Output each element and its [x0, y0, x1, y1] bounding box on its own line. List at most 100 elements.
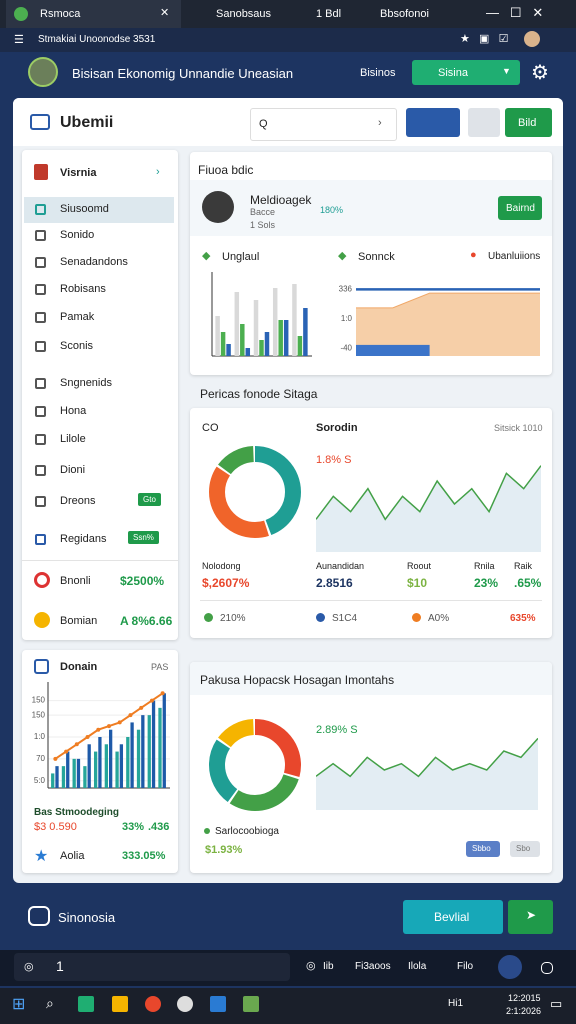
chart-tab[interactable]: Sonnck: [358, 251, 395, 263]
nav-item[interactable]: Lilole: [60, 433, 86, 445]
chevron: ›: [156, 166, 160, 178]
next-button[interactable]: [508, 900, 553, 934]
profile-avatar[interactable]: [524, 31, 540, 47]
nav-item[interactable]: Regidans: [60, 533, 107, 545]
nav-item[interactable]: Siusoomd: [60, 203, 109, 215]
trend-point: [160, 691, 165, 696]
nav-icon: [35, 406, 46, 417]
nav-icon: [35, 434, 46, 445]
tab[interactable]: Rsmoca: [40, 8, 81, 20]
donut-segment: [209, 446, 301, 538]
donut-chart: [209, 446, 301, 538]
status-item[interactable]: Filo: [457, 961, 474, 972]
y-tick-label: 1:0: [341, 314, 353, 323]
stat-label: Bnonli: [60, 575, 91, 587]
bar: [259, 340, 264, 356]
nav-item[interactable]: Sconis: [60, 340, 94, 352]
value: $1.93%: [205, 844, 243, 856]
profile-row: [190, 180, 552, 236]
app-icon[interactable]: [78, 996, 94, 1012]
chevron: ▼: [502, 66, 511, 76]
status-button[interactable]: [541, 962, 553, 974]
nav-item[interactable]: Dioni: [60, 464, 86, 476]
dropdown-label: Sisina: [438, 67, 468, 79]
close-icon[interactable]: ✕: [160, 7, 170, 19]
bar: [130, 722, 134, 788]
nav-item[interactable]: Hona: [60, 405, 87, 417]
stat-label: Nolodong: [202, 561, 241, 571]
notifications[interactable]: ▭: [550, 996, 563, 1011]
tab[interactable]: 1 Bdl: [316, 8, 342, 20]
donut-segment: [209, 446, 301, 538]
button[interactable]: [403, 900, 503, 934]
card-label: CO: [202, 422, 219, 434]
footer-label: Aolia: [60, 850, 85, 862]
chip-button[interactable]: [510, 841, 540, 857]
search-arrow: ›: [378, 117, 382, 129]
nav-item[interactable]: Sngnenids: [60, 377, 112, 389]
nav-icon: [35, 378, 46, 389]
divider: [200, 600, 542, 601]
stat-value: $,2607%: [202, 576, 250, 590]
bar: [283, 320, 289, 356]
toolbar-icons[interactable]: ★ ▣ ☑: [460, 33, 509, 45]
chart-tab[interactable]: Ubanluiions: [488, 251, 541, 262]
settings-icon[interactable]: ⚙: [531, 62, 549, 84]
section-title: Pericas fonode Sitaga: [200, 387, 318, 401]
nav-item[interactable]: Sonido: [60, 229, 95, 241]
y-tick-label: 1:0: [34, 732, 46, 741]
bar: [215, 316, 220, 356]
address[interactable]: Stmakiai Unoonodse 3531: [38, 34, 156, 45]
chart-tab[interactable]: Unglaul: [222, 251, 260, 263]
button[interactable]: [505, 108, 552, 137]
app-icon[interactable]: [243, 996, 259, 1012]
status-button[interactable]: [498, 955, 522, 979]
stat-label: Aunandidan: [316, 561, 365, 571]
search-box[interactable]: [250, 108, 397, 141]
dropdown[interactable]: [412, 60, 520, 85]
nav-item[interactable]: Pamak: [60, 311, 95, 323]
y-tick-label: 150: [32, 696, 46, 705]
app-icon[interactable]: [177, 996, 193, 1012]
chip-dot: [412, 613, 421, 622]
status-item[interactable]: Iib: [323, 961, 334, 972]
tab[interactable]: Sanobsaus: [216, 8, 272, 20]
tab[interactable]: Bbsofonoi: [380, 8, 429, 20]
nav-icon: [35, 230, 46, 241]
header-link[interactable]: Bisinos: [360, 67, 396, 79]
icon-button[interactable]: [406, 108, 460, 137]
bar: [240, 324, 245, 356]
app-icon[interactable]: [210, 996, 226, 1012]
tray[interactable]: Hi1: [448, 998, 464, 1009]
status-item[interactable]: Fi3aoos: [355, 961, 391, 972]
stat-value: 23%: [474, 576, 499, 590]
area: [356, 293, 540, 356]
icon-button[interactable]: [468, 108, 500, 137]
menu-icon[interactable]: ☰: [14, 34, 24, 46]
status-item[interactable]: Ilola: [408, 961, 427, 972]
nav-item[interactable]: Senadandons: [60, 256, 128, 268]
stat-icon: [34, 572, 50, 588]
bar: [356, 344, 430, 356]
stat-label: Rnila: [474, 561, 495, 571]
input-box[interactable]: [14, 953, 290, 981]
app-icon[interactable]: [112, 996, 128, 1012]
bar: [162, 693, 166, 788]
active-tab[interactable]: [6, 0, 181, 28]
y-tick-label: 336: [339, 285, 353, 294]
button[interactable]: [498, 196, 542, 220]
line-area: [316, 738, 538, 810]
bar: [147, 715, 151, 788]
chip-value: S1C4: [332, 613, 358, 624]
window-controls[interactable]: — ☐ ✕: [486, 5, 544, 20]
nav-item[interactable]: Dreons: [60, 495, 96, 507]
app-icon[interactable]: [145, 996, 161, 1012]
nav-item[interactable]: Robisans: [60, 283, 106, 295]
logo-icon: [30, 114, 50, 130]
search-icon[interactable]: ⌕: [46, 995, 54, 1011]
start-icon[interactable]: ⊞: [12, 996, 26, 1013]
chip-button[interactable]: [466, 841, 500, 857]
area-edge: [356, 292, 540, 309]
input-text: 1: [56, 958, 64, 974]
